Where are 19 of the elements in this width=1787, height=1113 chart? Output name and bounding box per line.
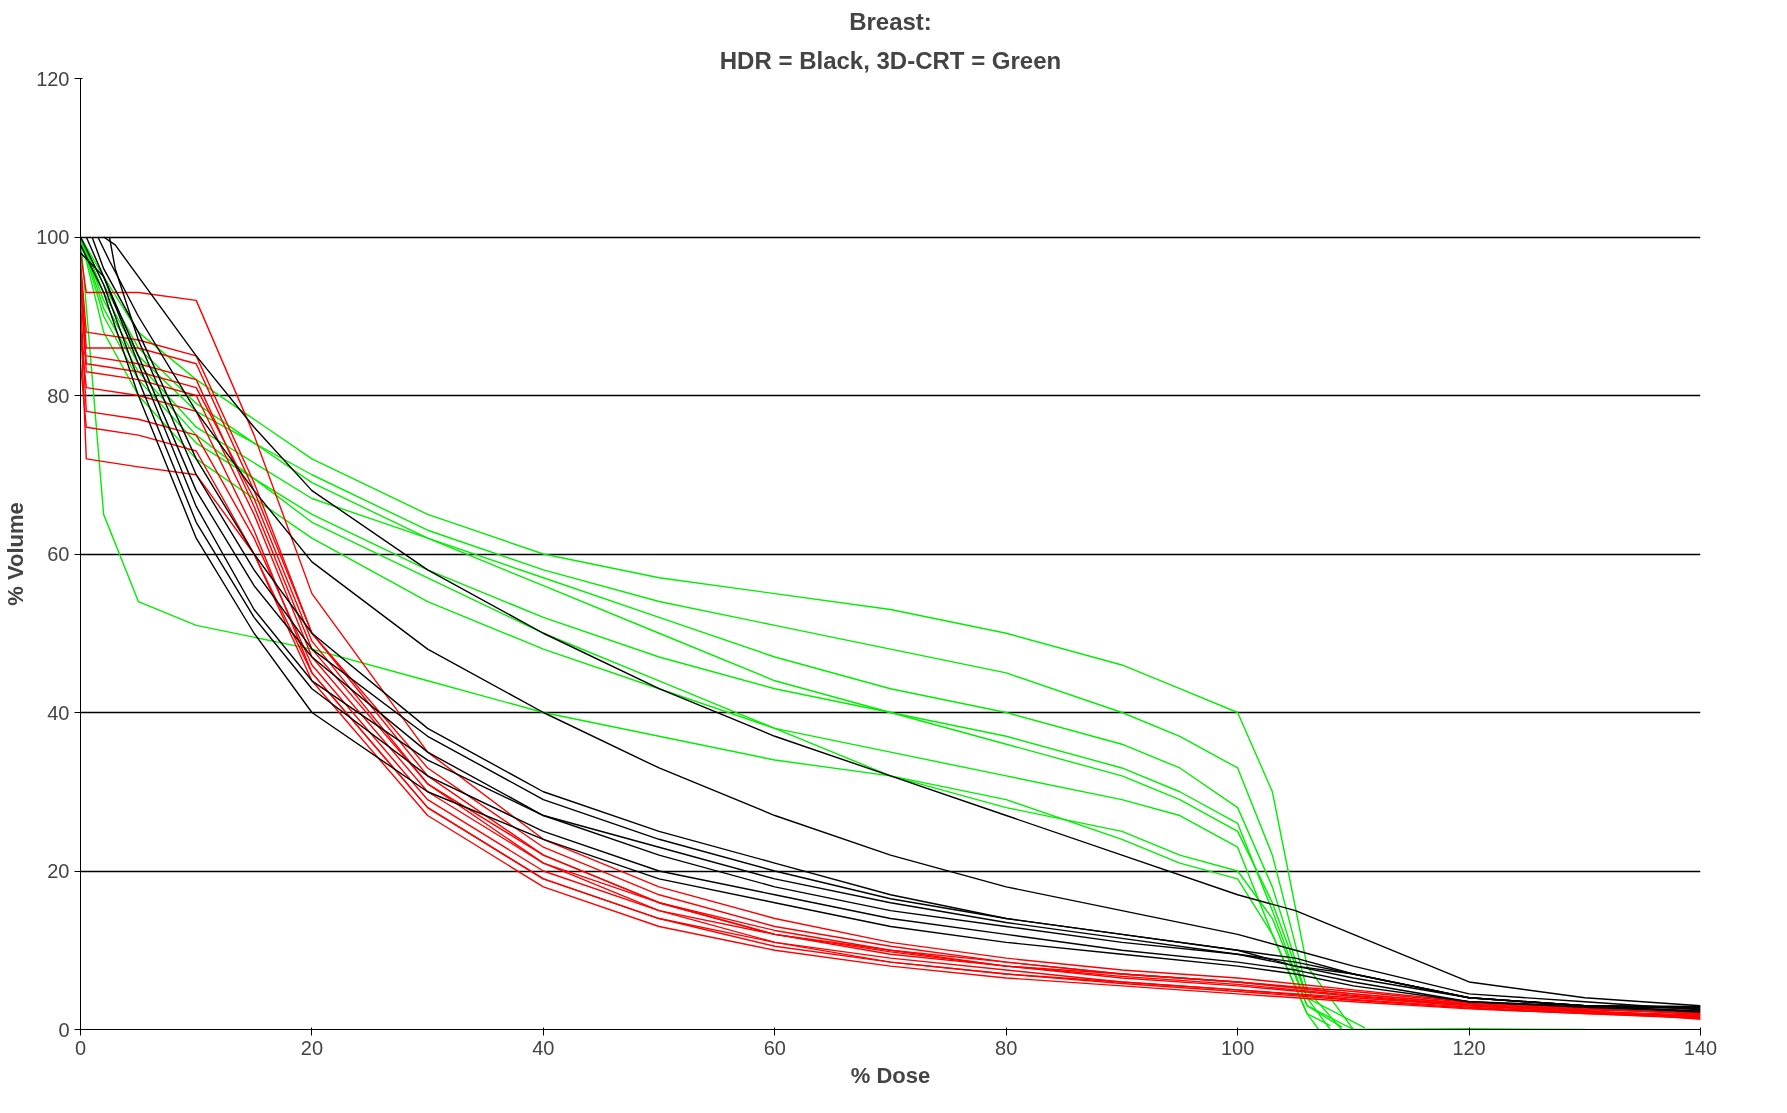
y-tick-label: 100 bbox=[36, 226, 70, 248]
x-tick-label: 20 bbox=[300, 1036, 324, 1059]
x-axis-title: % Dose bbox=[850, 1062, 931, 1088]
y-tick-label: 80 bbox=[47, 384, 70, 407]
y-axis-title: % Volume bbox=[3, 502, 29, 606]
x-tick-label: 120 bbox=[1452, 1036, 1486, 1059]
x-tick-label: 80 bbox=[995, 1036, 1018, 1059]
y-tick-label: 120 bbox=[36, 67, 70, 90]
y-tick-label: 60 bbox=[47, 543, 70, 565]
x-tick-label: 0 bbox=[74, 1036, 87, 1059]
x-tick-label: 140 bbox=[1683, 1036, 1718, 1059]
x-tick-label: 60 bbox=[763, 1036, 786, 1059]
x-tick-label: 100 bbox=[1220, 1036, 1255, 1059]
chart-title: Breast: bbox=[849, 7, 932, 35]
x-tick-label: 40 bbox=[532, 1036, 555, 1059]
chart-subtitle: HDR = Black, 3D-CRT = Green bbox=[719, 46, 1062, 74]
y-tick-label: 20 bbox=[47, 860, 70, 882]
y-tick-label: 40 bbox=[47, 701, 70, 724]
y-tick-label: 0 bbox=[58, 1018, 70, 1041]
